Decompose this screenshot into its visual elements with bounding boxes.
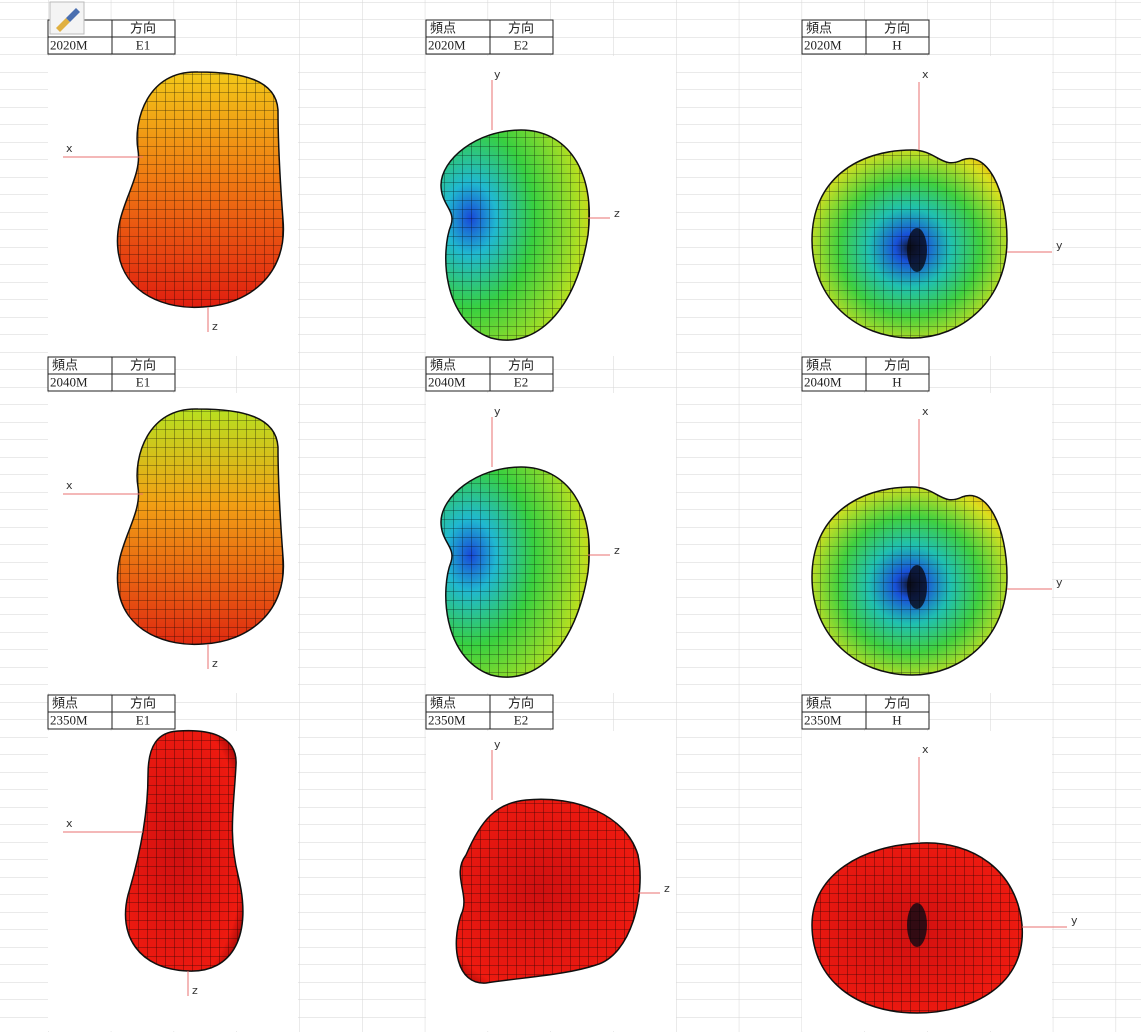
direction-cell: E1 bbox=[136, 37, 150, 52]
freq-cell: 2350M bbox=[804, 712, 842, 727]
header-cell: 頻点 bbox=[52, 695, 78, 710]
header-cell: 頻点 bbox=[52, 357, 78, 372]
direction-cell: H bbox=[892, 37, 901, 52]
axis-label: x bbox=[922, 405, 929, 418]
freq-cell: 2350M bbox=[50, 712, 88, 727]
header-cell: 方向 bbox=[884, 357, 910, 372]
surface-mesh bbox=[812, 487, 1007, 675]
pattern-panel: 頻点 方向 2040M Hx y bbox=[801, 356, 1063, 693]
header-cell: 頻点 bbox=[806, 695, 832, 710]
axis-label: y bbox=[1071, 914, 1078, 927]
freq-cell: 2020M bbox=[428, 37, 466, 52]
header-cell: 方向 bbox=[508, 695, 534, 710]
axis-label: x bbox=[66, 479, 73, 492]
header-cell: 方向 bbox=[508, 357, 534, 372]
direction-cell: H bbox=[892, 374, 901, 389]
pattern-panel: 頻点 方向 2040M E2 y z bbox=[425, 356, 676, 693]
surface-mesh bbox=[812, 150, 1007, 338]
panels: 頻点方向2020ME1xz頻点方向2020ME2yz頻点方向2020MHxy頻点… bbox=[47, 19, 1078, 1031]
axis-label: x bbox=[922, 743, 929, 756]
pattern-panel: 頻点 方向 2350M E1 x z bbox=[47, 694, 298, 1031]
freq-cell: 2020M bbox=[804, 37, 842, 52]
header-cell: 方向 bbox=[130, 357, 156, 372]
header-table: 頻点 方向 2020M E2 bbox=[425, 19, 554, 55]
axis-label: z bbox=[212, 657, 218, 670]
axis-label: z bbox=[614, 544, 620, 557]
direction-cell: E2 bbox=[514, 374, 528, 389]
freq-cell: 2040M bbox=[804, 374, 842, 389]
axis-label: z bbox=[212, 320, 218, 333]
direction-cell: E1 bbox=[136, 712, 150, 727]
axis-label: y bbox=[1056, 239, 1063, 252]
surface-mesh bbox=[812, 842, 1023, 1013]
format-painter-icon[interactable] bbox=[49, 1, 85, 35]
surface-mesh bbox=[117, 71, 284, 308]
direction-cell: E2 bbox=[514, 37, 528, 52]
header-cell: 方向 bbox=[884, 20, 910, 35]
pattern-panel: 頻点 方向 2020M E2 y z bbox=[425, 19, 676, 356]
header-table: 頻点 方向 2350M E1 bbox=[47, 694, 176, 730]
surface-mesh bbox=[117, 408, 284, 645]
direction-cell: H bbox=[892, 712, 901, 727]
pattern-panel: 頻点 方向 2350M E2 y z bbox=[425, 694, 676, 1031]
header-cell: 頻点 bbox=[806, 20, 832, 35]
header-cell: 頻点 bbox=[430, 20, 456, 35]
header-cell: 方向 bbox=[130, 20, 156, 35]
freq-cell: 2020M bbox=[50, 37, 88, 52]
header-table: 頻点 方向 2350M E2 bbox=[425, 694, 554, 730]
axis-label: x bbox=[66, 142, 73, 155]
axis-label: z bbox=[664, 882, 670, 895]
pattern-panel: 頻点 方向 2040M E1 x z bbox=[47, 356, 298, 693]
axis-label: y bbox=[494, 738, 501, 751]
axis-label: y bbox=[1056, 576, 1063, 589]
axis-label: y bbox=[494, 68, 501, 81]
axis-label: z bbox=[614, 207, 620, 220]
axis-label: x bbox=[922, 68, 929, 81]
header-cell: 方向 bbox=[508, 20, 534, 35]
axis-label: z bbox=[192, 984, 198, 997]
header-table: 頻点 方向 2040M E1 bbox=[47, 356, 176, 392]
direction-cell: E1 bbox=[136, 374, 150, 389]
header-table: 頻点 方向 2040M E2 bbox=[425, 356, 554, 392]
axis-label: x bbox=[66, 817, 73, 830]
freq-cell: 2350M bbox=[428, 712, 466, 727]
header-cell: 頻点 bbox=[430, 695, 456, 710]
pattern-panel: 頻点 方向 2350M Hx y bbox=[801, 694, 1078, 1031]
header-table: 頻点 方向 2020M H bbox=[801, 19, 930, 55]
freq-cell: 2040M bbox=[50, 374, 88, 389]
direction-cell: E2 bbox=[514, 712, 528, 727]
pattern-panel: 頻点 方向 2020M Hx y bbox=[801, 19, 1063, 356]
header-table: 頻点 方向 2040M H bbox=[801, 356, 930, 392]
header-cell: 頻点 bbox=[430, 357, 456, 372]
pattern-panel: 頻点方向2020ME1xz bbox=[47, 19, 298, 356]
header-cell: 方向 bbox=[884, 695, 910, 710]
surface-mesh bbox=[456, 799, 641, 984]
header-cell: 方向 bbox=[130, 695, 156, 710]
freq-cell: 2040M bbox=[428, 374, 466, 389]
header-cell: 頻点 bbox=[806, 357, 832, 372]
header-table: 頻点 方向 2350M H bbox=[801, 694, 930, 730]
axis-label: y bbox=[494, 405, 501, 418]
